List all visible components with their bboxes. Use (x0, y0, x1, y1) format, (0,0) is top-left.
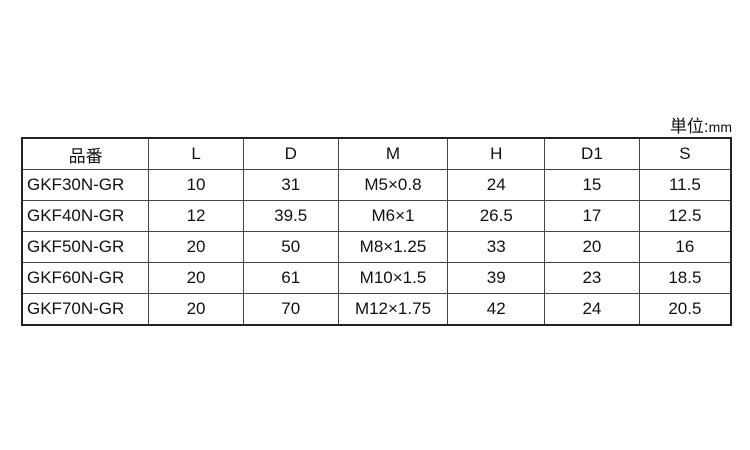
table-cell: 61 (242, 262, 339, 294)
table-cell: 20 (148, 262, 244, 294)
table-cell: 26.5 (447, 200, 546, 232)
table-cell: M6×1 (337, 200, 449, 232)
table-cell: 18.5 (638, 262, 732, 294)
unit-label-text: 単位: (669, 117, 709, 136)
part-number-cell: GKF40N-GR (21, 200, 150, 232)
table-cell: 11.5 (638, 169, 732, 201)
table-cell: 17 (544, 200, 640, 232)
table-cell: 12.5 (638, 200, 732, 232)
table-cell: 12 (148, 200, 244, 232)
table-cell: 70 (242, 293, 339, 326)
table-cell: M8×1.25 (337, 231, 449, 263)
table-cell: 24 (447, 169, 546, 201)
table-cell: 24 (544, 293, 640, 326)
table-cell: M10×1.5 (337, 262, 449, 294)
column-header: 品番 (21, 137, 150, 170)
column-header: D (242, 137, 339, 170)
table-cell: 39.5 (242, 200, 339, 232)
header-row: 品番 L D M H D1 S (21, 137, 732, 170)
table-cell: 16 (638, 231, 732, 263)
part-number-cell: GKF50N-GR (21, 231, 150, 263)
table-cell: 20 (148, 231, 244, 263)
table-cell: 31 (242, 169, 339, 201)
table-row: GKF70N-GR 20 70 M12×1.75 42 24 20.5 (21, 293, 732, 326)
part-number-cell: GKF70N-GR (21, 293, 150, 326)
column-header: S (638, 137, 732, 170)
table-cell: 15 (544, 169, 640, 201)
table-cell: M5×0.8 (337, 169, 449, 201)
table-cell: 33 (447, 231, 546, 263)
table-cell: M12×1.75 (337, 293, 449, 326)
table-cell: 20 (148, 293, 244, 326)
column-header: D1 (544, 137, 640, 170)
unit-label: 単位:mm (670, 112, 732, 137)
part-number-cell: GKF60N-GR (21, 262, 150, 294)
part-number-cell: GKF30N-GR (21, 169, 150, 201)
table-cell: 39 (447, 262, 546, 294)
table-row: GKF60N-GR 20 61 M10×1.5 39 23 18.5 (21, 262, 732, 294)
table-cell: 20 (544, 231, 640, 263)
table-row: GKF30N-GR 10 31 M5×0.8 24 15 11.5 (21, 169, 732, 201)
table-cell: 42 (447, 293, 546, 326)
column-header: H (447, 137, 546, 170)
column-header: M (337, 137, 449, 170)
table-cell: 10 (148, 169, 244, 201)
table-cell: 20.5 (638, 293, 732, 326)
unit-value: mm (708, 119, 732, 135)
column-header: L (148, 137, 244, 170)
table-cell: 23 (544, 262, 640, 294)
table-row: GKF40N-GR 12 39.5 M6×1 26.5 17 12.5 (21, 200, 732, 232)
spec-table: 品番 L D M H D1 S GKF30N-GR 10 31 M5×0.8 24 15 11.5 GKF… (21, 137, 732, 326)
table-row: GKF50N-GR 20 50 M8×1.25 33 20 16 (21, 231, 732, 263)
table-cell: 50 (242, 231, 339, 263)
